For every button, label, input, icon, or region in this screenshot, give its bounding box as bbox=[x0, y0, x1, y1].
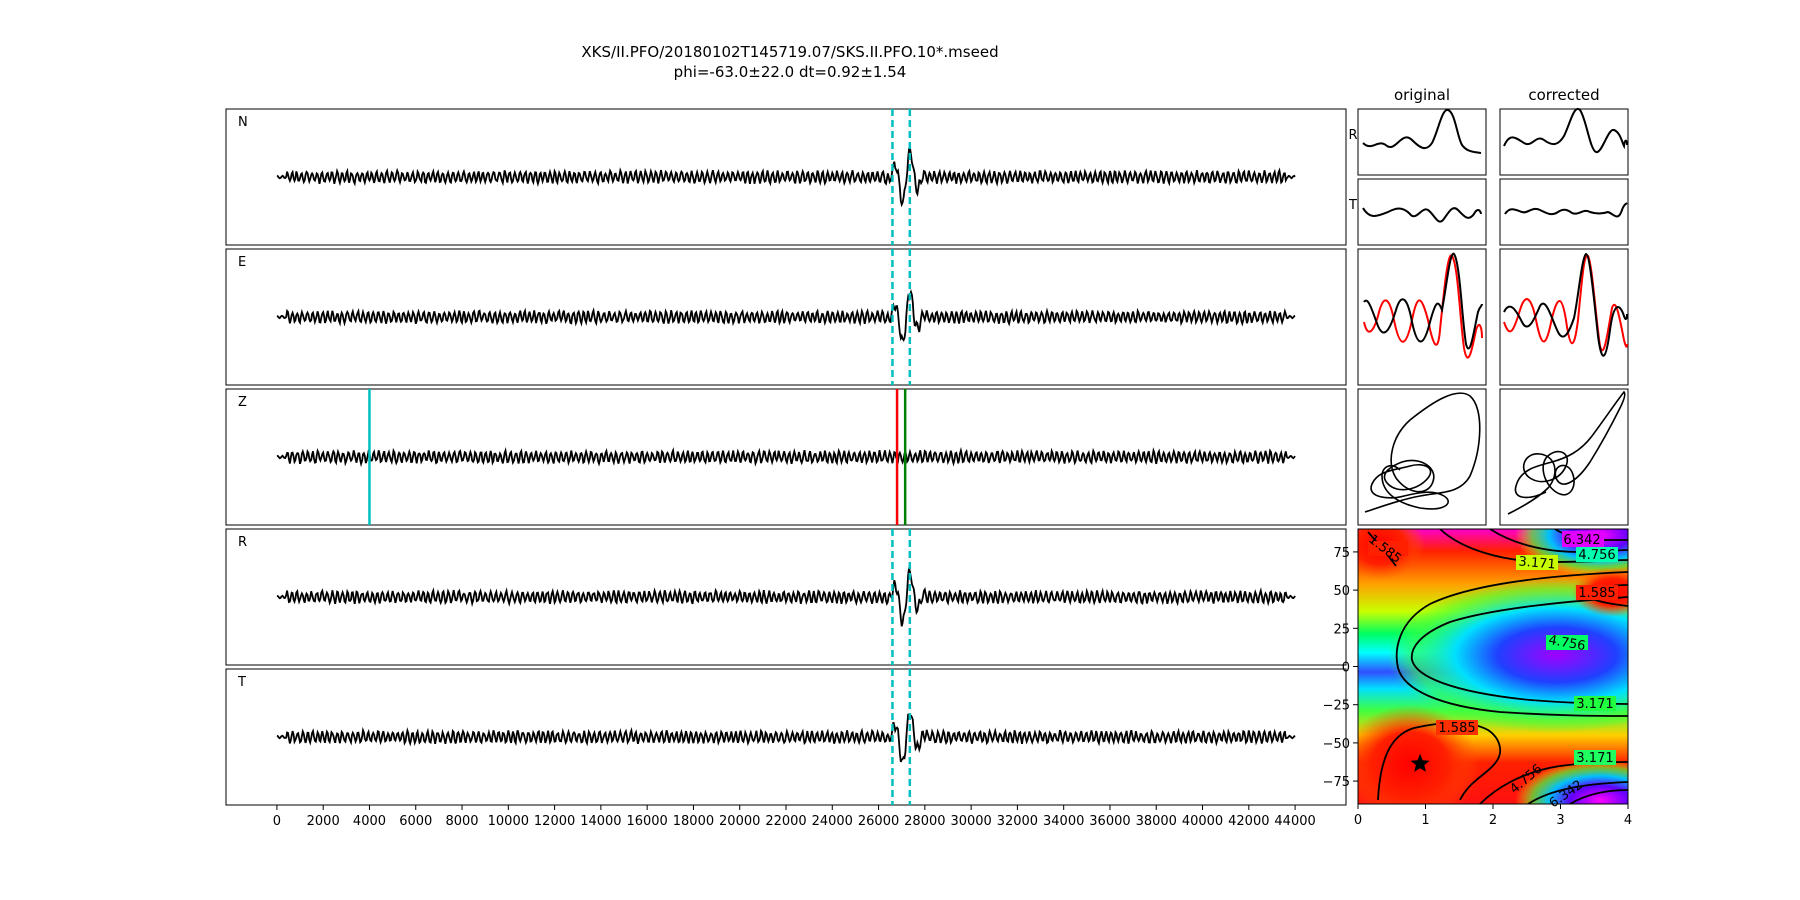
x-tick-label: 26000 bbox=[858, 814, 899, 829]
x-tick-label: 36000 bbox=[1089, 814, 1130, 829]
trace-n bbox=[276, 146, 1296, 208]
panel-label: Z bbox=[238, 395, 247, 410]
trace-r bbox=[276, 567, 1296, 627]
x-tick-label: 40000 bbox=[1182, 814, 1223, 829]
x-tick-label: 28000 bbox=[904, 814, 945, 829]
original-overlay-red bbox=[1363, 254, 1483, 359]
corrected-overlay-red bbox=[1503, 254, 1628, 352]
original-particle-motion bbox=[1364, 392, 1481, 513]
original-t-trace bbox=[1362, 207, 1482, 223]
column-title-original: original bbox=[1394, 86, 1450, 104]
corrected-particle-motion bbox=[1507, 390, 1626, 515]
error-surface-heatmap: 1.585 6.342 4.756 3.171 1.585 4.756 3.17… bbox=[1323, 528, 1633, 828]
hm-y-tick-label: 0 bbox=[1342, 661, 1350, 676]
x-tick-label: 14000 bbox=[580, 814, 621, 829]
hm-x-tick-label: 3 bbox=[1556, 813, 1564, 828]
component-traces: N E Z R T bbox=[225, 108, 1347, 806]
panel-label: E bbox=[238, 255, 246, 270]
hm-y-tick-label: −50 bbox=[1323, 737, 1350, 752]
heatmap-axes: 0 1 2 3 4 75 50 25 0 −25 −50 −75 bbox=[1323, 546, 1633, 828]
contour-label: 4.756 bbox=[1578, 548, 1615, 563]
contour-label: 1.585 bbox=[1438, 721, 1475, 736]
contour-label: 3.171 bbox=[1576, 751, 1613, 766]
panel-label: T bbox=[237, 675, 246, 690]
panel-corrected-overlay bbox=[1499, 248, 1629, 386]
trace-t bbox=[276, 713, 1296, 763]
panel-original-particle-motion bbox=[1357, 388, 1487, 526]
hm-x-tick-label: 2 bbox=[1489, 813, 1497, 828]
x-tick-label: 32000 bbox=[997, 814, 1038, 829]
x-tick-label: 24000 bbox=[812, 814, 853, 829]
x-tick-label: 18000 bbox=[673, 814, 714, 829]
hm-x-tick-label: 4 bbox=[1624, 813, 1632, 828]
contour-label: 3.171 bbox=[1518, 554, 1556, 572]
x-tick-label: 16000 bbox=[626, 814, 667, 829]
row-label-r: R bbox=[1348, 128, 1357, 143]
trace-z bbox=[276, 446, 1296, 468]
corrected-t-trace bbox=[1504, 202, 1628, 218]
panel-original-overlay bbox=[1357, 248, 1487, 386]
best-fit-star bbox=[1410, 753, 1430, 772]
x-tick-label: 44000 bbox=[1274, 814, 1315, 829]
trace-panel-z: Z bbox=[225, 388, 1347, 526]
contour-label: 1.585 bbox=[1578, 586, 1615, 601]
wavelet-panels: R T bbox=[1348, 107, 1629, 526]
x-tick-label: 4000 bbox=[353, 814, 386, 829]
x-tick-label: 10000 bbox=[488, 814, 529, 829]
trace-panel-t: T bbox=[225, 668, 1347, 806]
x-tick-label: 8000 bbox=[445, 814, 478, 829]
panel-corrected-r bbox=[1499, 108, 1629, 176]
x-tick-label: 22000 bbox=[765, 814, 806, 829]
trace-panel-r: R bbox=[225, 528, 1347, 666]
x-tick-label: 34000 bbox=[1043, 814, 1084, 829]
corrected-overlay-black bbox=[1503, 252, 1628, 357]
contour-label: 4.756 bbox=[1547, 633, 1586, 654]
hm-y-tick-label: 75 bbox=[1333, 546, 1350, 561]
panel-label: N bbox=[238, 115, 248, 130]
x-tick-label: 6000 bbox=[399, 814, 432, 829]
figure-subtitle: phi=-63.0±22.0 dt=0.92±1.54 bbox=[674, 63, 907, 81]
hm-y-tick-label: 25 bbox=[1333, 622, 1350, 637]
x-tick-label: 30000 bbox=[950, 814, 991, 829]
hm-x-tick-label: 0 bbox=[1354, 813, 1362, 828]
hm-y-tick-label: 50 bbox=[1333, 584, 1350, 599]
corrected-r-trace bbox=[1503, 107, 1628, 153]
x-tick-label: 0 bbox=[273, 814, 281, 829]
row-label-t: T bbox=[1348, 198, 1357, 213]
panel-label: R bbox=[238, 535, 247, 550]
hm-y-tick-label: −75 bbox=[1323, 775, 1350, 790]
trace-panel-e: E bbox=[225, 248, 1347, 386]
trace-panel-n: N bbox=[225, 108, 1347, 246]
hm-y-tick-label: −25 bbox=[1323, 699, 1350, 714]
contour-label: 6.342 bbox=[1563, 533, 1600, 548]
column-title-corrected: corrected bbox=[1528, 86, 1599, 104]
x-tick-label: 20000 bbox=[719, 814, 760, 829]
contour-label: 3.171 bbox=[1576, 697, 1613, 712]
x-tick-label: 2000 bbox=[307, 814, 340, 829]
original-overlay-black bbox=[1363, 252, 1483, 350]
x-tick-label: 42000 bbox=[1228, 814, 1269, 829]
figure-title: XKS/II.PFO/20180102T145719.07/SKS.II.PFO… bbox=[581, 43, 998, 61]
time-x-axis: 0 2000 4000 6000 8000 10000 12000 14000 16000 180… bbox=[273, 805, 1316, 829]
original-r-trace bbox=[1362, 109, 1482, 154]
x-tick-label: 38000 bbox=[1136, 814, 1177, 829]
x-tick-label: 12000 bbox=[534, 814, 575, 829]
hm-x-tick-label: 1 bbox=[1421, 813, 1429, 828]
trace-e bbox=[276, 288, 1296, 342]
panel-original-r bbox=[1357, 108, 1487, 176]
